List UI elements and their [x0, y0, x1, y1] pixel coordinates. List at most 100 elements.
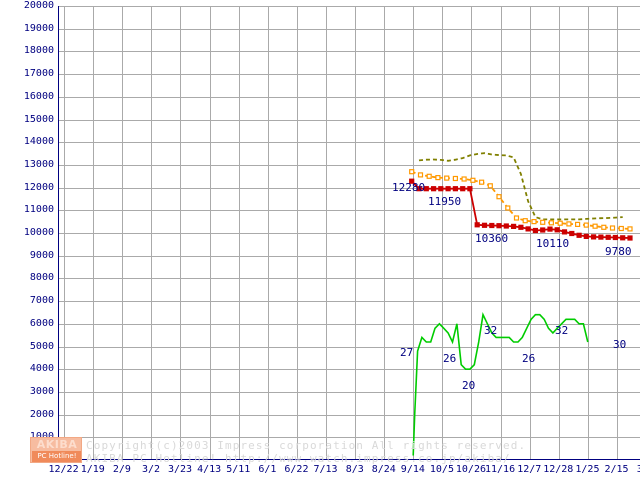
series-marker	[409, 178, 415, 184]
series-marker	[423, 186, 429, 192]
series-marker	[540, 227, 546, 233]
logo-subtitle: PC Hotline!	[32, 451, 81, 462]
data-label-32: 32	[484, 324, 498, 337]
grid	[58, 6, 640, 460]
series-marker	[583, 222, 589, 228]
data-label-10360: 10360	[475, 232, 509, 245]
series-marker	[452, 175, 458, 182]
series-marker	[438, 186, 444, 192]
x-tick-12-22: 12/22	[48, 464, 79, 475]
series-marker	[612, 234, 619, 241]
series-marker	[598, 234, 604, 240]
data-label-12280: 12280	[392, 181, 426, 194]
x-tick-5-11: 5/11	[226, 464, 251, 475]
series-marker	[496, 223, 502, 229]
y-tick-7000: 7000	[29, 295, 54, 307]
y-tick-13000: 13000	[23, 158, 54, 170]
y-tick-19000: 19000	[23, 22, 54, 34]
series-marker	[487, 183, 493, 189]
x-tick-10-5: 10/5	[429, 464, 454, 475]
y-tick-12000: 12000	[23, 181, 54, 193]
series-marker	[583, 233, 589, 239]
series-marker	[496, 194, 502, 200]
series-marker	[601, 224, 607, 230]
series-marker	[467, 186, 473, 192]
series-marker	[511, 223, 517, 229]
series-marker	[460, 186, 466, 192]
x-tick-12-7: 12/7	[517, 464, 542, 475]
series-marker	[548, 220, 554, 226]
watermark-line1: Copyright(c)2003 Impress corporation All…	[86, 439, 527, 452]
series-marker	[481, 222, 488, 228]
series-marker	[474, 222, 480, 228]
series-marker	[505, 205, 511, 211]
x-tick-8-24: 8/24	[371, 464, 396, 475]
series-marker	[557, 220, 563, 226]
series-marker	[470, 177, 476, 183]
series-marker	[435, 175, 441, 181]
x-tick-2-15: 2/15	[604, 464, 629, 475]
series-marker	[554, 227, 560, 233]
series-marker	[605, 234, 611, 240]
y-tick-15000: 15000	[23, 113, 54, 125]
y-tick-8000: 8000	[29, 272, 54, 284]
data-label-30: 30	[613, 338, 627, 351]
y-tick-1000: 1000	[0, 432, 54, 442]
series-marker	[627, 235, 633, 241]
series-marker	[417, 172, 424, 178]
series-marker	[479, 179, 485, 185]
series-marker	[444, 175, 450, 181]
x-tick-8-3: 8/3	[345, 464, 364, 475]
y-tick-9000: 9000	[29, 249, 54, 261]
y-tick-18000: 18000	[23, 45, 54, 57]
y-tick-5000: 5000	[29, 340, 54, 352]
y-tick-6000: 6000	[29, 317, 54, 329]
plot-area	[58, 6, 640, 460]
y-tick-3000: 3000	[29, 385, 54, 397]
series-marker	[431, 186, 437, 192]
y-tick-17000: 17000	[23, 68, 54, 80]
series-marker	[531, 219, 537, 225]
x-tick-3-23: 3/23	[168, 464, 193, 475]
x-tick-10-26: 10/26	[455, 464, 486, 475]
x-tick-1-25: 1/25	[575, 464, 600, 475]
x-tick-6-22: 6/22	[284, 464, 309, 475]
series-marker	[540, 219, 546, 225]
data-label-9780: 9780	[605, 245, 632, 258]
y-tick-10000: 10000	[23, 227, 54, 238]
x-tick-3-1: 3/1	[636, 464, 640, 475]
series-marker	[522, 218, 528, 224]
y-axis-labels: 20000 19000 18000 17000 16000 15000 1400…	[0, 0, 56, 480]
logo-title: AKIBA	[36, 438, 78, 451]
series-marker	[566, 221, 572, 227]
series-marker	[489, 222, 495, 229]
series-marker	[627, 226, 633, 232]
x-tick-7-13: 7/13	[313, 464, 338, 475]
series-upper-price-olive	[418, 152, 623, 221]
series-marker	[547, 226, 553, 232]
y-tick-4000: 4000	[29, 363, 54, 375]
data-label-26: 26	[522, 352, 536, 365]
x-tick-6-1: 6/1	[258, 464, 277, 475]
y-tick-11000: 11000	[23, 204, 54, 216]
series-marker	[525, 226, 531, 232]
data-label-26: 26	[443, 352, 457, 365]
series-marker	[426, 173, 432, 179]
series-marker	[609, 225, 616, 231]
data-label-10110: 10110	[536, 237, 570, 250]
series-marker	[518, 224, 524, 230]
series-marker	[569, 230, 575, 237]
x-tick-12-28: 12/28	[543, 464, 574, 475]
data-label-27: 27	[400, 346, 414, 359]
data-label-11950: 11950	[428, 195, 462, 208]
x-axis-labels: 12/22 1/19 2/9 3/2 3/23 4/13 5/11 6/1 6/22 7/13 8/…	[0, 463, 640, 480]
data-label-20: 20	[462, 379, 476, 392]
watermark-line2: AKIBA PC Hotline! http://www.watch.impre…	[86, 452, 511, 465]
series-marker	[592, 223, 598, 229]
x-tick-2-9: 2/9	[112, 464, 131, 475]
series-marker	[561, 229, 568, 235]
y-tick-16000: 16000	[23, 90, 54, 102]
series-marker	[576, 232, 582, 238]
series-marker	[416, 186, 422, 192]
